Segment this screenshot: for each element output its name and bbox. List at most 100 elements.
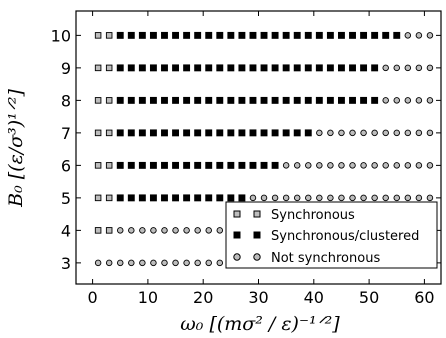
point-synchronous-clustered <box>349 31 356 39</box>
point-synchronous-clustered <box>194 96 202 104</box>
y-tick-label: 6 <box>61 156 71 175</box>
point-not-synchronous <box>293 162 301 169</box>
point-synchronous-clustered <box>227 31 235 39</box>
point-not-synchronous <box>415 162 423 169</box>
point-synchronous-clustered <box>161 194 168 202</box>
point-synchronous-clustered <box>271 161 279 169</box>
point-not-synchronous <box>161 259 168 267</box>
point-synchronous-clustered <box>116 31 124 39</box>
point-synchronous <box>105 129 113 137</box>
point-synchronous-clustered <box>149 31 157 39</box>
point-synchronous <box>94 194 102 202</box>
point-not-synchronous <box>105 259 113 267</box>
point-not-synchronous <box>271 194 279 202</box>
point-synchronous-clustered <box>194 129 202 137</box>
point-synchronous-clustered <box>172 129 179 137</box>
point-synchronous <box>105 32 113 39</box>
point-synchronous <box>94 97 102 104</box>
point-synchronous-clustered <box>194 31 202 39</box>
x-tick-label: 50 <box>359 288 379 307</box>
point-synchronous-clustered <box>349 96 356 104</box>
legend-box <box>225 201 438 269</box>
point-synchronous-clustered <box>116 129 124 137</box>
point-synchronous-clustered <box>371 31 379 39</box>
point-synchronous <box>105 227 113 234</box>
point-synchronous-clustered <box>238 31 246 39</box>
point-synchronous-clustered <box>149 129 157 137</box>
y-axis-label: B₀ [(ε/σ³)¹ᐟ²] <box>5 89 27 208</box>
point-synchronous-clustered <box>338 64 345 72</box>
legend-label-synchronous: Synchronous <box>271 208 355 223</box>
point-synchronous-clustered <box>271 64 279 72</box>
point-synchronous-clustered <box>282 96 290 104</box>
point-not-synchronous <box>327 129 334 137</box>
point-not-synchronous <box>316 129 323 137</box>
point-not-synchronous <box>183 259 190 267</box>
point-not-synchronous <box>404 129 412 137</box>
point-synchronous-clustered <box>149 64 157 72</box>
point-synchronous-clustered <box>326 64 334 72</box>
point-synchronous-clustered <box>271 96 279 104</box>
point-not-synchronous <box>172 259 179 267</box>
point-not-synchronous <box>382 64 389 72</box>
point-synchronous-clustered <box>393 31 401 39</box>
point-not-synchronous <box>426 162 434 169</box>
point-not-synchronous <box>282 162 290 169</box>
point-not-synchronous <box>393 194 401 202</box>
point-not-synchronous <box>382 194 389 202</box>
point-synchronous-clustered <box>227 64 235 72</box>
point-synchronous-clustered <box>116 194 124 202</box>
y-tick-label: 9 <box>61 59 71 78</box>
point-synchronous-clustered <box>382 31 390 39</box>
point-synchronous <box>105 194 113 202</box>
point-synchronous-clustered <box>271 31 279 39</box>
point-not-synchronous <box>260 194 268 202</box>
point-not-synchronous <box>382 129 389 137</box>
point-not-synchronous <box>216 259 224 267</box>
point-synchronous <box>105 64 113 72</box>
legend-marker-synchronous <box>233 210 241 218</box>
legend-marker-synchronous <box>253 210 261 218</box>
point-synchronous-clustered <box>149 96 157 104</box>
point-synchronous-clustered <box>127 64 135 72</box>
point-synchronous-clustered <box>161 31 168 39</box>
point-not-synchronous <box>415 129 423 137</box>
point-not-synchronous <box>183 227 190 234</box>
point-synchronous-clustered <box>183 129 191 137</box>
point-not-synchronous <box>316 194 323 202</box>
point-synchronous-clustered <box>293 96 301 104</box>
point-synchronous-clustered <box>216 64 224 72</box>
point-not-synchronous <box>116 259 124 267</box>
point-synchronous-clustered <box>161 96 168 104</box>
point-synchronous-clustered <box>138 129 146 137</box>
point-synchronous-clustered <box>205 96 213 104</box>
point-synchronous-clustered <box>138 194 146 202</box>
point-synchronous-clustered <box>216 161 224 169</box>
point-synchronous-clustered <box>260 31 268 39</box>
x-tick-label: 10 <box>138 288 158 307</box>
point-synchronous-clustered <box>304 64 312 72</box>
legend-marker-not-synchronous <box>233 253 241 261</box>
point-not-synchronous <box>249 194 257 202</box>
point-not-synchronous <box>128 227 135 234</box>
point-synchronous-clustered <box>249 96 257 104</box>
point-synchronous-clustered <box>304 31 312 39</box>
point-synchronous-clustered <box>138 31 146 39</box>
point-synchronous-clustered <box>349 64 356 72</box>
point-not-synchronous <box>393 129 401 137</box>
point-synchronous-clustered <box>149 161 157 169</box>
point-not-synchronous <box>371 129 378 137</box>
point-not-synchronous <box>404 194 412 202</box>
point-not-synchronous <box>415 97 423 104</box>
point-synchronous <box>94 227 102 234</box>
point-not-synchronous <box>415 64 423 72</box>
x-tick-label: 30 <box>248 288 268 307</box>
point-not-synchronous <box>194 227 201 234</box>
point-not-synchronous <box>371 162 378 169</box>
point-synchronous-clustered <box>216 194 224 202</box>
point-synchronous-clustered <box>205 129 213 137</box>
point-synchronous-clustered <box>127 96 135 104</box>
point-not-synchronous <box>128 259 135 267</box>
point-not-synchronous <box>426 129 434 137</box>
